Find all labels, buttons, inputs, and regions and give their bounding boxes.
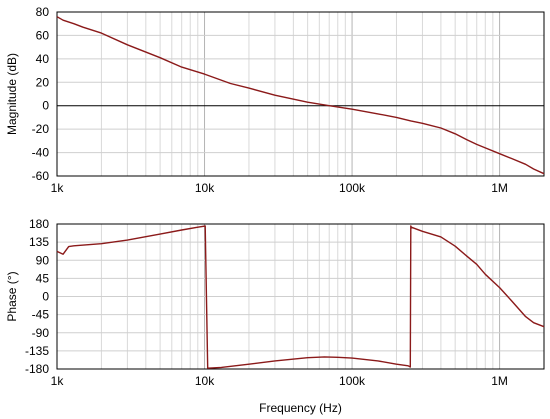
phase-series-line [56,225,545,369]
magnitude-x-tick-label: 100k [339,181,366,195]
phase-x-tick-label: 1M [491,374,508,388]
magnitude-series-line [56,16,545,175]
phase-x-tick-label: 1k [51,374,65,388]
magnitude-y-tick-label: -40 [32,146,50,160]
magnitude-y-tick-label: 0 [42,99,49,113]
phase-y-tick-label: -45 [32,308,50,322]
phase-y-tick-label: 180 [29,217,49,231]
phase-x-tick-label: 100k [339,374,366,388]
magnitude-y-tick-label: -60 [32,169,50,183]
magnitude-y-tick-label: 80 [36,5,50,19]
phase-y-axis-label: Phase (°) [5,271,19,321]
phase-y-tick-label: -90 [32,326,50,340]
phase-y-tick-label: 90 [36,253,50,267]
phase-y-tick-label: 135 [29,235,49,249]
phase-plot-frame [56,223,545,370]
magnitude-x-tick-label: 1k [51,181,65,195]
phase-y-tick-label: -180 [25,362,49,376]
magnitude-y-axis-label: Magnitude (dB) [5,53,19,135]
magnitude-y-tick-label: 20 [36,75,50,89]
phase-x-tick-label: 10k [195,374,215,388]
phase-x-axis-label: Frequency (Hz) [259,401,342,415]
magnitude-x-tick-label: 10k [195,181,215,195]
magnitude-y-tick-label: -20 [32,122,50,136]
magnitude-plot-frame [56,11,545,177]
phase-y-tick-label: 45 [36,271,50,285]
magnitude-y-tick-label: 60 [36,28,50,42]
phase-y-tick-label: -135 [25,344,49,358]
magnitude-y-tick-label: 40 [36,52,50,66]
magnitude-x-tick-label: 1M [491,181,508,195]
phase-y-tick-label: 0 [42,290,49,304]
